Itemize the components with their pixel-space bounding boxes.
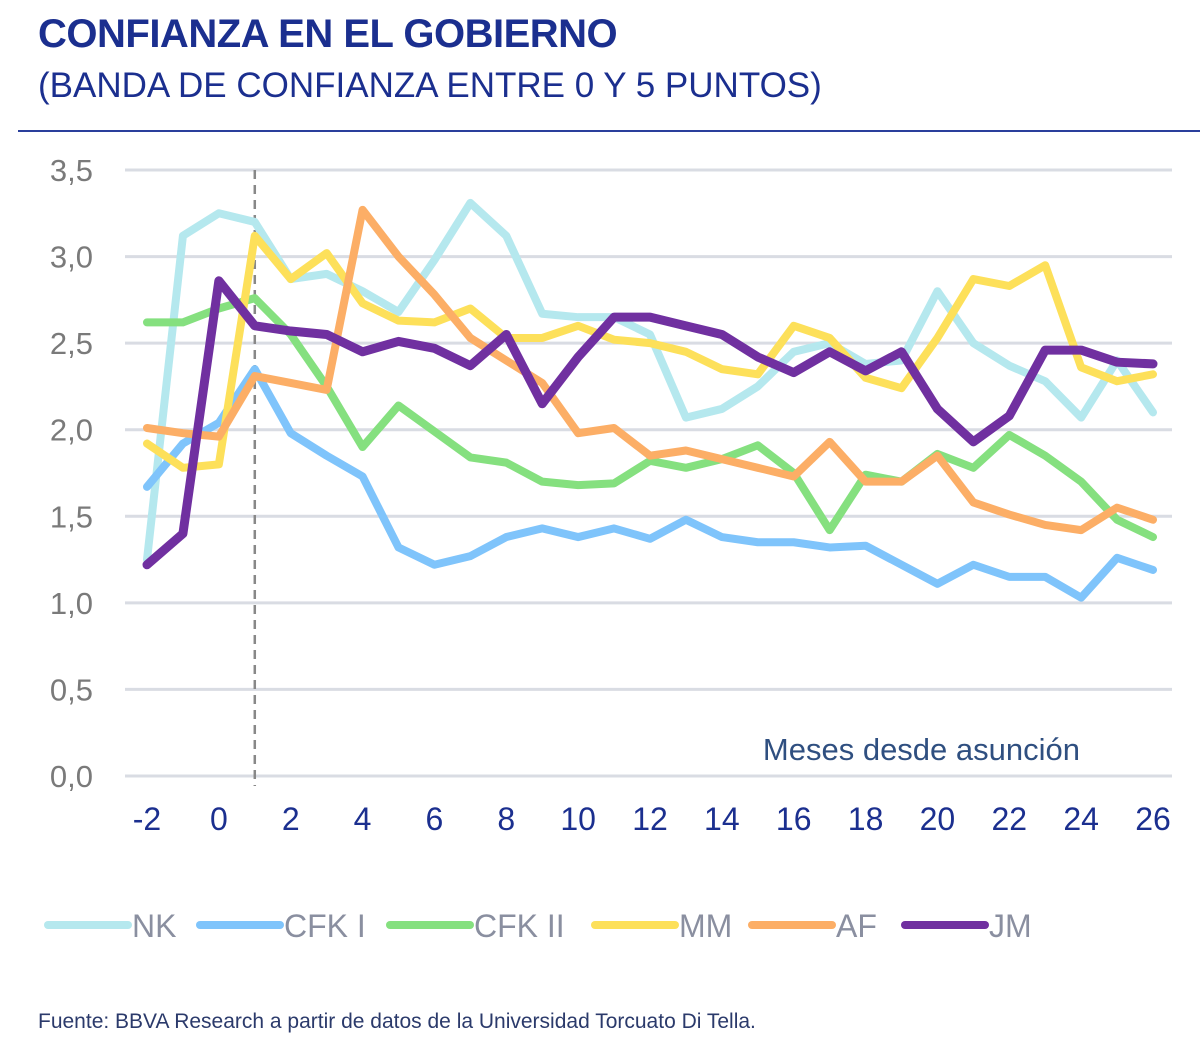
series-line-mm: [143, 231, 1157, 472]
x-tick-label: 24: [1063, 801, 1099, 837]
y-tick-label: 2,0: [50, 413, 93, 448]
x-tick-label: 10: [560, 801, 596, 837]
x-tick-label: 18: [848, 801, 884, 837]
y-tick-label: 0,5: [50, 672, 93, 707]
y-tick-label: 3,5: [50, 153, 93, 188]
legend-label: AF: [836, 908, 877, 944]
legend-label: JM: [989, 908, 1032, 944]
x-tick-label: 14: [704, 801, 740, 837]
chart-subtitle: (BANDA DE CONFIANZA ENTRE 0 Y 5 PUNTOS): [38, 66, 822, 105]
x-tick-label: 6: [426, 801, 444, 837]
y-tick-label: 1,0: [50, 586, 93, 621]
x-tick-label: 8: [497, 801, 515, 837]
x-tick-label: 2: [282, 801, 300, 837]
x-tick-label: 20: [920, 801, 956, 837]
x-tick-label: 12: [632, 801, 668, 837]
series-line-cfk-ii: [143, 294, 1157, 542]
chart-title: CONFIANZA EN EL GOBIERNO: [38, 12, 618, 56]
title-divider: [18, 130, 1200, 132]
x-tick-label: 4: [354, 801, 372, 837]
x-tick-label: 26: [1135, 801, 1171, 837]
series-line-cfk-i: [143, 365, 1157, 602]
series-line-af: [143, 205, 1157, 535]
x-tick-label: 16: [776, 801, 812, 837]
x-axis-label: Meses desde asunción: [763, 732, 1080, 767]
x-tick-label: 0: [210, 801, 228, 837]
y-tick-label: 2,5: [50, 326, 93, 361]
y-tick-label: 0,0: [50, 759, 93, 794]
series-line-nk: [143, 198, 1157, 564]
y-tick-label: 1,5: [50, 499, 93, 534]
x-tick-label: -2: [133, 801, 161, 837]
legend-label: CFK I: [284, 908, 366, 944]
legend-label: MM: [679, 908, 732, 944]
line-chart: 0,00,51,01,52,02,53,03,5-2 0 2 4 6 8 10 12 14 16 1…: [44, 153, 1172, 944]
source-note: Fuente: BBVA Research a partir de datos …: [38, 1010, 756, 1033]
y-tick-label: 3,0: [50, 240, 93, 275]
legend-label: CFK II: [474, 908, 565, 944]
x-tick-label: 22: [991, 801, 1027, 837]
legend-label: NK: [132, 908, 176, 944]
series-line-jm: [142, 276, 1158, 570]
